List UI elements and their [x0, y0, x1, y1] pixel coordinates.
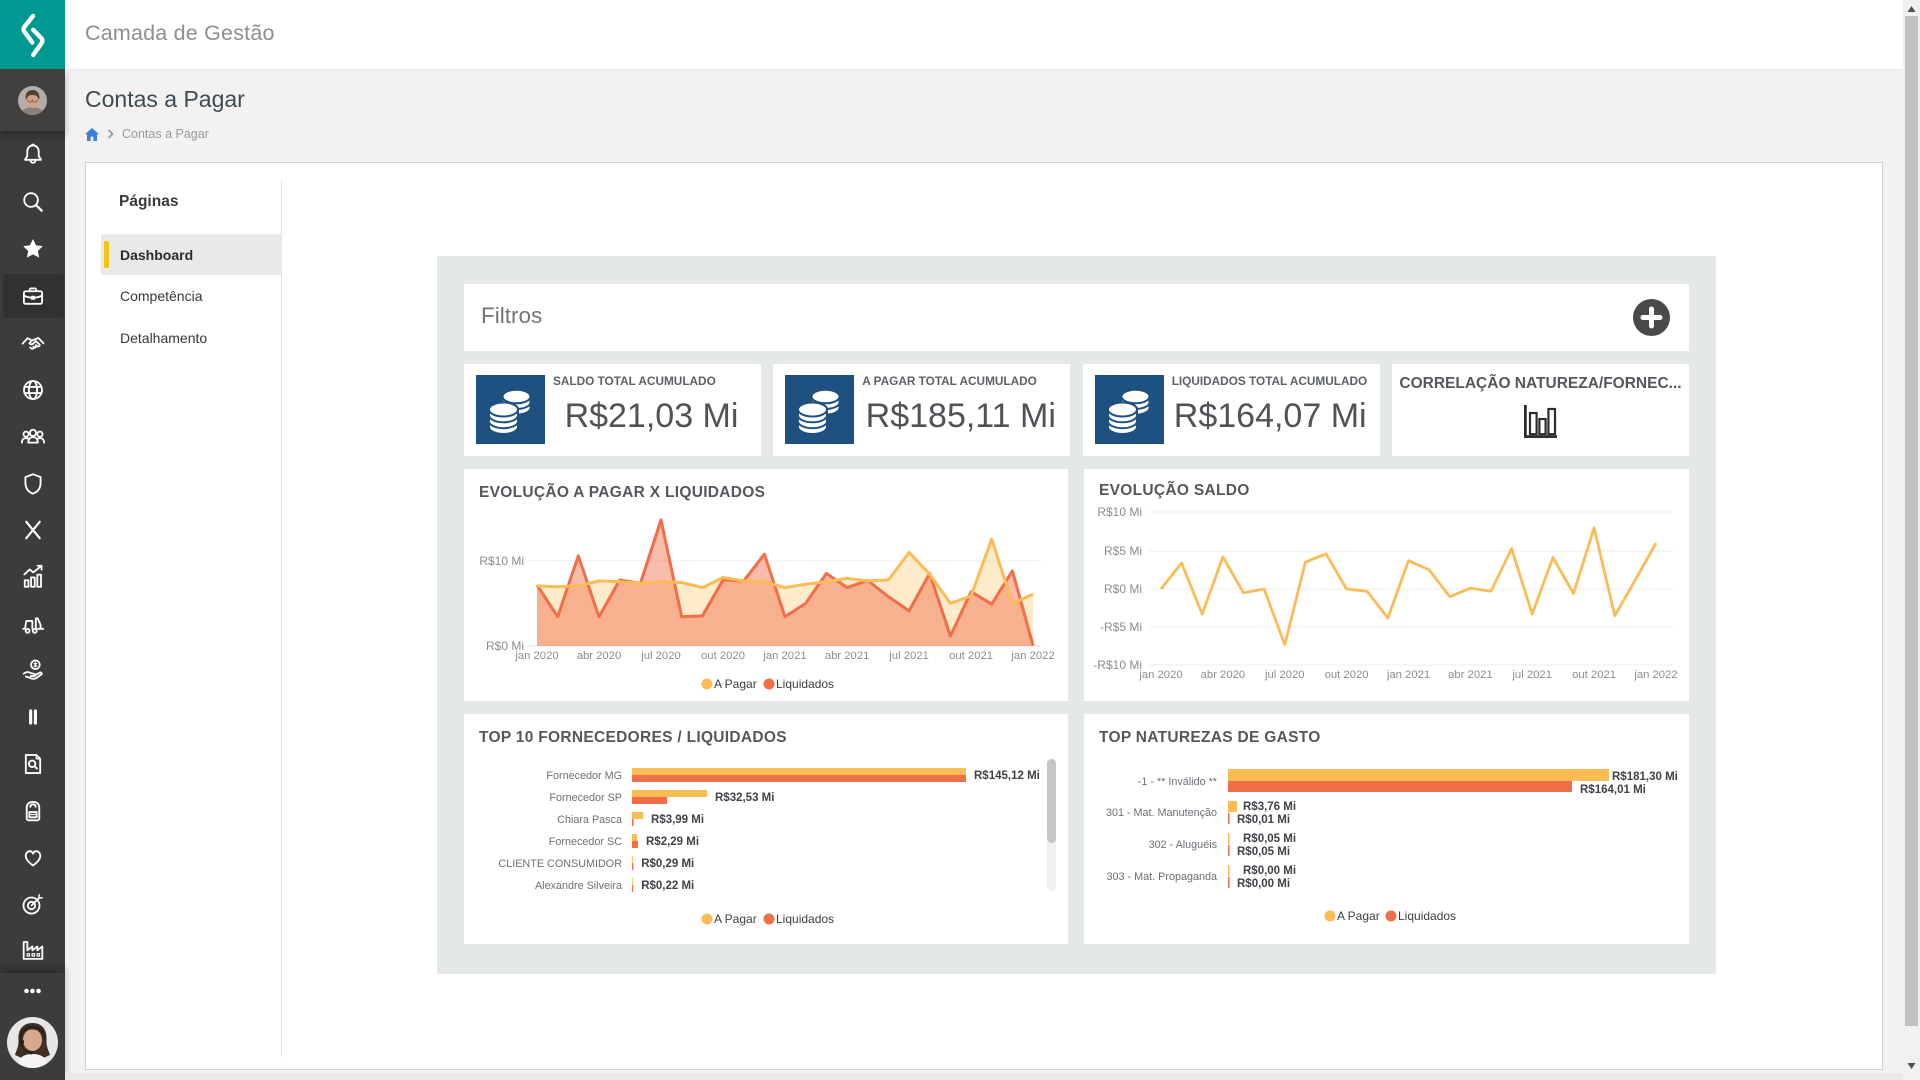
svg-text:abr 2021: abr 2021	[1448, 669, 1493, 681]
svg-text:301 - Mat. Manutenção: 301 - Mat. Manutenção	[1106, 807, 1217, 819]
svg-text:R$2,29 Mi: R$2,29 Mi	[646, 836, 699, 848]
svg-text:out 2020: out 2020	[1325, 669, 1369, 681]
svg-text:out 2020: out 2020	[701, 650, 745, 662]
svg-text:R$10 Mi: R$10 Mi	[479, 554, 524, 568]
svg-text:jul 2021: jul 2021	[888, 650, 929, 662]
svg-text:jan 2021: jan 2021	[762, 650, 806, 662]
svg-text:Fornecedor SP: Fornecedor SP	[549, 792, 622, 804]
svg-text:R$3,99 Mi: R$3,99 Mi	[651, 814, 704, 826]
svg-text:Alexandre Silveira: Alexandre Silveira	[535, 880, 622, 892]
svg-text:-1 - ** Inválido **: -1 - ** Inválido **	[1138, 776, 1218, 788]
svg-text:R$0,00 Mi: R$0,00 Mi	[1243, 865, 1296, 877]
svg-text:abr 2020: abr 2020	[1201, 669, 1246, 681]
svg-text:jan 2020: jan 2020	[514, 650, 558, 662]
svg-text:out 2021: out 2021	[1572, 669, 1616, 681]
svg-text:R$0,22 Mi: R$0,22 Mi	[641, 880, 694, 892]
svg-text:A Pagar: A Pagar	[1337, 909, 1380, 923]
svg-text:R$0 Mi: R$0 Mi	[1104, 582, 1142, 596]
svg-text:jul 2021: jul 2021	[1511, 669, 1552, 681]
svg-text:Fornecedor SC: Fornecedor SC	[549, 836, 622, 848]
svg-text:CLIENTE CONSUMIDOR: CLIENTE CONSUMIDOR	[498, 858, 622, 870]
svg-text:R$5 Mi: R$5 Mi	[1104, 544, 1142, 558]
svg-text:Liquidados: Liquidados	[776, 912, 834, 926]
svg-text:R$3,76 Mi: R$3,76 Mi	[1243, 801, 1296, 813]
svg-text:abr 2020: abr 2020	[577, 650, 622, 662]
svg-text:R$0,01 Mi: R$0,01 Mi	[1237, 814, 1290, 826]
svg-text:303 - Mat. Propaganda: 303 - Mat. Propaganda	[1107, 871, 1217, 883]
svg-text:R$10 Mi: R$10 Mi	[1097, 505, 1142, 519]
svg-text:Fornecedor MG: Fornecedor MG	[546, 770, 622, 782]
svg-text:-R$5 Mi: -R$5 Mi	[1100, 620, 1142, 634]
svg-text:R$0,05 Mi: R$0,05 Mi	[1237, 846, 1290, 858]
svg-text:jan 2022: jan 2022	[1010, 650, 1054, 662]
svg-text:R$181,30 Mi: R$181,30 Mi	[1612, 771, 1678, 783]
svg-text:jan 2022: jan 2022	[1633, 669, 1677, 681]
svg-text:R$145,12 Mi: R$145,12 Mi	[974, 770, 1040, 782]
svg-text:jan 2021: jan 2021	[1386, 669, 1430, 681]
svg-text:jan 2020: jan 2020	[1138, 669, 1182, 681]
svg-text:-R$10 Mi: -R$10 Mi	[1093, 658, 1142, 672]
svg-text:A Pagar: A Pagar	[714, 912, 757, 926]
svg-text:A Pagar: A Pagar	[714, 677, 757, 691]
svg-text:R$32,53 Mi: R$32,53 Mi	[715, 792, 774, 804]
svg-text:R$0,29 Mi: R$0,29 Mi	[641, 858, 694, 870]
svg-text:jul 2020: jul 2020	[1264, 669, 1305, 681]
svg-text:Chiara Pasca: Chiara Pasca	[557, 814, 622, 826]
svg-text:Liquidados: Liquidados	[1398, 909, 1456, 923]
svg-text:jul 2020: jul 2020	[640, 650, 681, 662]
svg-text:R$0,00 Mi: R$0,00 Mi	[1237, 878, 1290, 890]
svg-text:out 2021: out 2021	[949, 650, 993, 662]
svg-text:R$164,01 Mi: R$164,01 Mi	[1580, 784, 1646, 796]
svg-text:abr 2021: abr 2021	[825, 650, 870, 662]
svg-text:R$0,05 Mi: R$0,05 Mi	[1243, 833, 1296, 845]
svg-text:302 - Aluguéis: 302 - Aluguéis	[1149, 839, 1218, 851]
svg-text:Liquidados: Liquidados	[776, 677, 834, 691]
svg-text:R$0 Mi: R$0 Mi	[486, 639, 524, 653]
